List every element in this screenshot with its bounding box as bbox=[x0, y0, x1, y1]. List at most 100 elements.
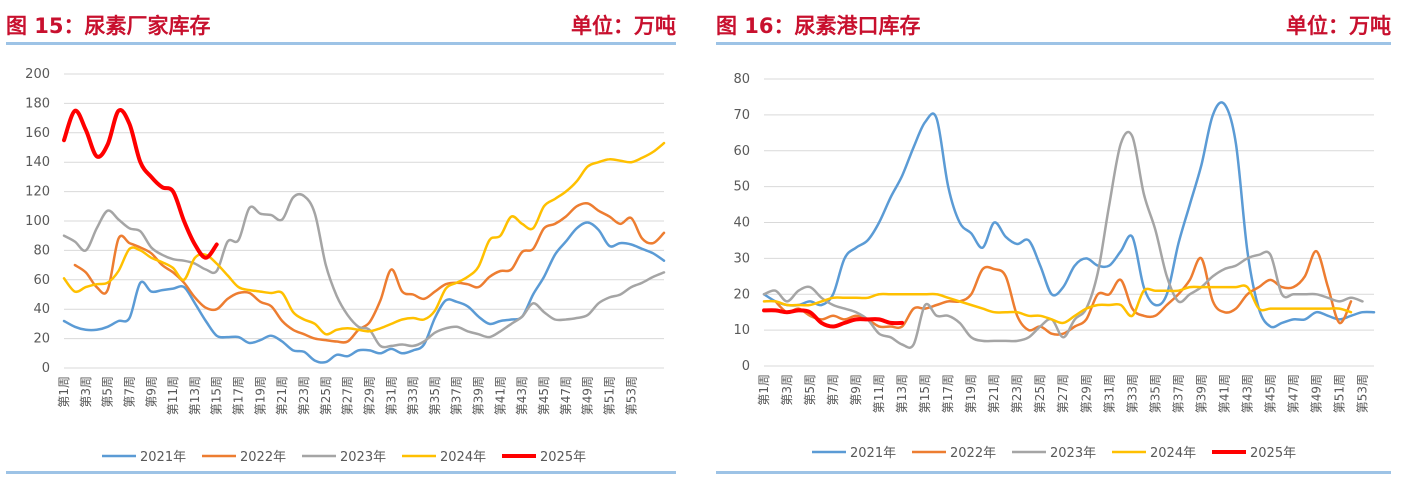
y-tick-label: 60 bbox=[733, 144, 750, 159]
right-chart-header: 图 16：尿素港口库存 单位：万吨 bbox=[716, 6, 1391, 40]
x-tick-label: 第5周 bbox=[803, 374, 817, 406]
x-tick-label: 第25周 bbox=[319, 376, 333, 415]
x-tick-label: 第27周 bbox=[1056, 374, 1070, 413]
legend-label: 2025年 bbox=[1250, 446, 1296, 461]
x-tick-label: 第47周 bbox=[1286, 374, 1300, 413]
legend-label: 2023年 bbox=[1050, 446, 1096, 461]
x-tick-label: 第37周 bbox=[1171, 374, 1185, 413]
right-chart-unit: 单位：万吨 bbox=[1286, 14, 1391, 38]
x-tick-label: 第53周 bbox=[1356, 374, 1370, 413]
x-tick-label: 第35周 bbox=[1148, 374, 1162, 413]
left-title-rule bbox=[6, 42, 676, 45]
legend-label: 2024年 bbox=[440, 450, 486, 465]
x-tick-label: 第49周 bbox=[1310, 374, 1324, 413]
right-chart-panel: 图 16：尿素港口库存 单位：万吨 0 10 20 30 40 50 60 70 80 第1周 第3… bbox=[710, 0, 1405, 478]
x-tick-label: 第29周 bbox=[1079, 374, 1093, 413]
y-tick-label: 180 bbox=[25, 96, 50, 111]
x-tick-label: 第7周 bbox=[826, 374, 840, 406]
y-tick-label: 40 bbox=[33, 302, 50, 317]
x-tick-label: 第9周 bbox=[144, 376, 158, 408]
x-tick-label: 第51周 bbox=[603, 376, 617, 415]
port-inventory-chart: 0 10 20 30 40 50 60 70 80 第1周 第3周 第5周 第7周 第9周 第11周 第13周… bbox=[733, 72, 1376, 461]
x-tick-label: 第27周 bbox=[341, 376, 355, 415]
x-tick-label: 第21周 bbox=[275, 376, 289, 415]
x-tick-label: 第13周 bbox=[188, 376, 202, 415]
y-tick-label: 20 bbox=[733, 287, 750, 302]
x-tick-label: 第43周 bbox=[515, 376, 529, 415]
x-tick-label: 第11周 bbox=[166, 376, 180, 415]
legend-label: 2021年 bbox=[850, 446, 896, 461]
y-tick-label: 20 bbox=[33, 332, 50, 347]
factory-series-line-2021年 bbox=[62, 221, 666, 364]
x-tick-label: 第1周 bbox=[57, 376, 71, 408]
y-tick-label: 70 bbox=[733, 108, 750, 123]
x-tick-label: 第23周 bbox=[1010, 374, 1024, 413]
y-tick-label: 100 bbox=[25, 214, 50, 229]
legend-label: 2022年 bbox=[950, 446, 996, 461]
x-tick-label: 第15周 bbox=[210, 376, 224, 415]
x-tick-label: 第7周 bbox=[123, 376, 137, 408]
x-tick-label: 第17周 bbox=[941, 374, 955, 413]
right-title-rule bbox=[716, 42, 1391, 45]
y-tick-label: 30 bbox=[733, 251, 750, 266]
right-bottom-rule bbox=[716, 471, 1391, 474]
x-tick-label: 第19周 bbox=[253, 376, 267, 415]
x-tick-label: 第25周 bbox=[1033, 374, 1047, 413]
left-chart-panel: 图 15：尿素厂家库存 单位：万吨 0 20 40 60 80 100 120 140 160 1… bbox=[0, 0, 690, 478]
y-tick-label: 120 bbox=[25, 185, 50, 200]
y-tick-label: 0 bbox=[742, 359, 750, 374]
x-tick-label: 第39周 bbox=[472, 376, 486, 415]
port-series-line-2024年 bbox=[762, 284, 1353, 325]
x-tick-label: 第19周 bbox=[964, 374, 978, 413]
x-tick-label: 第1周 bbox=[757, 374, 771, 406]
x-tick-label: 第31周 bbox=[384, 376, 398, 415]
y-tick-label: 60 bbox=[33, 273, 50, 288]
x-tick-label: 第21周 bbox=[987, 374, 1001, 413]
factory-series-line-2023年 bbox=[62, 193, 666, 349]
x-tick-label: 第41周 bbox=[1217, 374, 1231, 413]
x-tick-label: 第11周 bbox=[872, 374, 886, 413]
factory-inventory-chart: 020406080100120140160180200第1周 第3周 第5周 第7周第… bbox=[25, 67, 666, 465]
port-series-line-2021年 bbox=[762, 101, 1376, 329]
legend-label: 2022年 bbox=[240, 450, 286, 465]
x-tick-label: 第45周 bbox=[537, 376, 551, 415]
legend-label: 2024年 bbox=[1150, 446, 1196, 461]
x-tick-label: 第29周 bbox=[363, 376, 377, 415]
x-tick-label: 第33周 bbox=[406, 376, 420, 415]
x-tick-label: 第35周 bbox=[428, 376, 442, 415]
y-tick-label: 80 bbox=[733, 72, 750, 87]
x-tick-label: 第37周 bbox=[450, 376, 464, 415]
y-tick-label: 40 bbox=[733, 216, 750, 231]
x-tick-label: 第9周 bbox=[849, 374, 863, 406]
x-tick-label: 第39周 bbox=[1194, 374, 1208, 413]
x-tick-label: 第51周 bbox=[1333, 374, 1347, 413]
x-tick-label: 第3周 bbox=[79, 376, 93, 408]
y-tick-label: 0 bbox=[42, 361, 50, 376]
x-tick-label: 第15周 bbox=[918, 374, 932, 413]
x-tick-label: 第53周 bbox=[624, 376, 638, 415]
x-tick-label: 第17周 bbox=[232, 376, 246, 415]
x-tick-label: 第5周 bbox=[101, 376, 115, 408]
x-tick-label: 第43周 bbox=[1240, 374, 1254, 413]
x-tick-label: 第13周 bbox=[895, 374, 909, 413]
legend-label: 2021年 bbox=[140, 450, 186, 465]
factory-series-line-2025年 bbox=[62, 108, 219, 260]
legend-label: 2025年 bbox=[540, 450, 586, 465]
x-tick-label: 第47周 bbox=[559, 376, 573, 415]
y-tick-label: 80 bbox=[33, 243, 50, 258]
x-tick-label: 第49周 bbox=[581, 376, 595, 415]
port-series-line-2023年 bbox=[762, 130, 1364, 349]
port-series-line-2025年 bbox=[762, 308, 905, 329]
y-tick-label: 50 bbox=[733, 180, 750, 195]
x-tick-label: 第31周 bbox=[1102, 374, 1116, 413]
left-chart-title: 图 15：尿素厂家库存 bbox=[6, 14, 211, 38]
y-tick-label: 140 bbox=[25, 155, 50, 170]
right-chart-title: 图 16：尿素港口库存 bbox=[716, 14, 921, 38]
legend-label: 2023年 bbox=[340, 450, 386, 465]
factory-series-line-2024年 bbox=[62, 141, 666, 336]
y-tick-label: 200 bbox=[25, 67, 50, 82]
factory-series-line-2022年 bbox=[73, 201, 666, 344]
x-tick-label: 第45周 bbox=[1263, 374, 1277, 413]
x-tick-label: 第3周 bbox=[780, 374, 794, 406]
left-chart-unit: 单位：万吨 bbox=[571, 14, 676, 38]
